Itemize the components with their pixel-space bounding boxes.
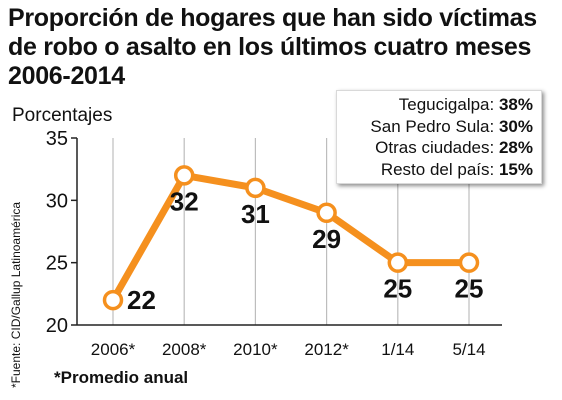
y-tick-label: 35 — [46, 128, 68, 150]
axes — [71, 137, 502, 326]
y-tick-labels: 20 25 30 35 — [46, 128, 68, 337]
legend-value: 15% — [498, 159, 533, 179]
data-point — [102, 289, 124, 311]
title-line-1: Proporción de hogares que han sido vícti… — [8, 4, 537, 32]
x-tick-label: 2010* — [233, 340, 278, 359]
legend-row-tegucigalpa: Tegucigalpa: 38% — [337, 94, 533, 116]
data-point — [316, 202, 337, 224]
y-tick-label: 20 — [46, 315, 68, 337]
data-point — [387, 252, 409, 273]
x-tick-label: 2008* — [162, 340, 207, 359]
footnote: *Promedio anual — [54, 368, 189, 387]
series-line-path — [109, 171, 473, 304]
legend-label: Tegucigalpa: — [398, 95, 495, 114]
data-point — [458, 252, 480, 273]
legend-row-san-pedro-sula: San Pedro Sula: 30% — [337, 116, 533, 138]
chart-title: Proporción de hogares que han sido vícti… — [8, 4, 558, 91]
x-tick-label: 1/14 — [381, 340, 414, 359]
data-labels: 22 32 31 29 25 25 — [127, 186, 483, 315]
legend-value: 38% — [498, 95, 533, 114]
legend-label: Otras ciudades: — [375, 138, 495, 157]
data-label: 29 — [312, 224, 341, 254]
y-tick-label: 25 — [46, 253, 68, 275]
data-points — [102, 165, 480, 311]
data-label: 32 — [170, 186, 199, 216]
series-line — [109, 171, 473, 304]
data-label: 22 — [127, 285, 156, 315]
legend-value: 28% — [498, 138, 533, 157]
data-label: 25 — [455, 274, 484, 304]
title-line-2: de robo o asalto en los últimos cuatro m… — [8, 33, 532, 61]
x-tick-label: 2006* — [91, 340, 136, 359]
source-credit: *Fuente: CID/Gallup Latinoamérica — [9, 201, 23, 388]
legend-row-resto-del-pais: Resto del país: 15% — [337, 159, 533, 181]
y-tick-label: 30 — [46, 190, 68, 212]
x-tick-label: 2012* — [304, 340, 349, 359]
data-point — [245, 177, 266, 199]
x-tick-labels: 2006* 2008* 2010* 2012* 1/14 5/14 — [91, 340, 486, 359]
title-line-3: 2006-2014 — [8, 62, 125, 90]
x-tick-label: 5/14 — [452, 340, 485, 359]
legend-row-otras-ciudades: Otras ciudades: 28% — [337, 137, 533, 159]
legend-value: 30% — [498, 116, 533, 136]
data-label: 25 — [383, 274, 412, 304]
legend-label: San Pedro Sula: — [370, 116, 495, 136]
city-breakdown-box: Tegucigalpa: 38% San Pedro Sula: 30% Otr… — [336, 90, 542, 184]
legend-label: Resto del país: — [380, 159, 495, 179]
data-label: 31 — [241, 199, 270, 229]
y-axis-label: Porcentajes — [12, 105, 112, 126]
data-point — [173, 165, 195, 186]
